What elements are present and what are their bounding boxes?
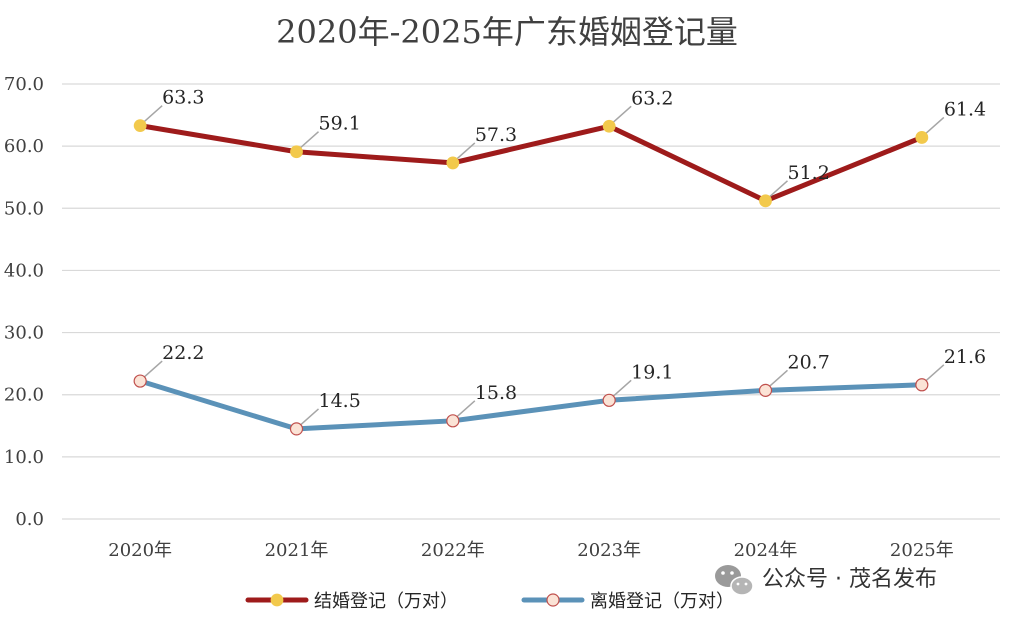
label-leader-line [300,408,319,426]
data-point [446,156,460,170]
y-axis: 0.0 10.0 20.0 30.0 40.0 50.0 60.0 70.0 [4,74,44,530]
label-leader-line [300,131,319,149]
grid-lines [62,83,1000,520]
label-leader-line [143,360,163,378]
series-line [137,378,925,432]
y-tick-label: 70.0 [4,74,44,95]
data-point [915,131,929,144]
data-label: 51.2 [788,162,830,184]
legend-label: 结婚登记（万对） [314,591,458,612]
data-point [289,422,304,436]
legend: 结婚登记（万对） 离婚登记（万对） [245,591,734,612]
wechat-icon [715,565,754,596]
x-tick-label: 2021年 [265,540,329,561]
data-point [602,119,616,133]
data-label: 22.2 [162,342,204,364]
label-leader-line [456,400,476,418]
x-tick-label: 2024年 [734,540,798,561]
label-leader-line [769,180,788,198]
data-label: 59.1 [319,113,361,135]
data-label: 20.7 [788,351,830,373]
label-leader-line [769,369,788,387]
data-label: 63.3 [162,87,204,109]
y-tick-label: 40.0 [4,260,44,281]
x-axis: 2020年 2021年 2022年 2023年 2024年 2025年 [108,540,953,561]
label-leader-line [143,105,163,123]
series-1: 63.3 59.1 57.3 63.2 51.2 61.4 [133,87,986,208]
y-tick-label: 20.0 [4,385,44,406]
watermark: 公众号 · 茂名发布 [715,565,937,596]
legend-marker [546,593,560,607]
data-label: 57.3 [475,124,517,146]
series-2: 22.2 14.5 15.8 19.1 20.7 21.6 [133,342,986,436]
data-label: 61.4 [944,98,986,120]
data-point [915,378,929,392]
legend-marker [270,593,284,607]
series-layer: 63.3 59.1 57.3 63.2 51.2 61.4 22.2 14.5 15.8 19.1… [133,87,986,436]
data-point [446,414,460,428]
y-tick-label: 30.0 [4,323,44,344]
data-point [759,194,772,208]
y-tick-label: 50.0 [4,198,44,219]
label-leader-line [456,142,476,160]
data-point [758,383,773,397]
series-line [137,123,925,204]
label-leader-line [612,379,632,397]
data-point [602,393,616,407]
legend-item: 结婚登记（万对） [245,591,458,612]
label-leader-line [925,116,945,135]
y-tick-label: 10.0 [4,447,44,468]
data-point [133,374,147,388]
legend-label: 离婚登记（万对） [590,591,734,612]
data-label: 21.6 [944,346,986,368]
y-tick-label: 60.0 [4,136,44,157]
data-point [133,119,147,133]
data-label: 19.1 [631,361,673,383]
data-label: 15.8 [475,382,517,404]
watermark-text: 公众号 · 茂名发布 [762,567,937,592]
x-tick-label: 2022年 [421,540,485,561]
x-tick-label: 2025年 [890,540,954,561]
x-tick-label: 2020年 [108,540,172,561]
chart-title: 2020年-2025年广东婚姻登记量 [276,13,738,51]
y-tick-label: 0.0 [15,509,44,530]
x-tick-label: 2023年 [577,540,641,561]
label-leader-line [612,105,632,123]
label-leader-line [925,364,945,382]
data-label: 14.5 [319,390,361,412]
legend-item: 离婚登记（万对） [521,591,734,612]
data-point [290,145,303,159]
data-label: 63.2 [631,87,673,109]
